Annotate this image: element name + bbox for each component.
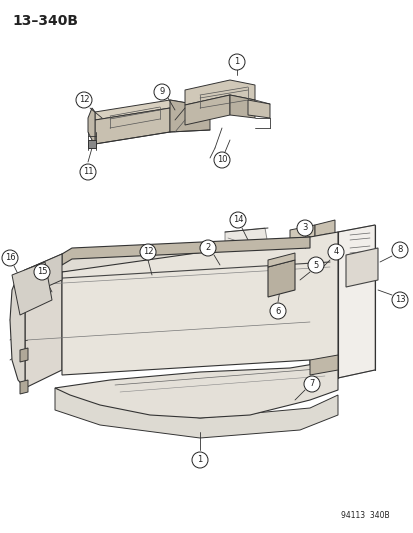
Circle shape	[296, 220, 312, 236]
Text: 13–340B: 13–340B	[12, 14, 78, 28]
Text: 9: 9	[159, 87, 164, 96]
Text: 2: 2	[205, 244, 210, 253]
Circle shape	[76, 92, 92, 108]
Polygon shape	[247, 100, 269, 118]
Circle shape	[2, 250, 18, 266]
Circle shape	[391, 242, 407, 258]
Circle shape	[34, 264, 50, 280]
Polygon shape	[25, 272, 62, 388]
Polygon shape	[345, 248, 377, 287]
Polygon shape	[55, 388, 337, 438]
Polygon shape	[224, 228, 267, 305]
Text: 12: 12	[142, 247, 153, 256]
Polygon shape	[185, 80, 254, 105]
Circle shape	[307, 257, 323, 273]
Text: 16: 16	[5, 254, 15, 262]
Polygon shape	[337, 225, 374, 378]
Polygon shape	[88, 140, 96, 148]
Polygon shape	[10, 270, 25, 388]
Circle shape	[230, 212, 245, 228]
Polygon shape	[267, 253, 294, 267]
Text: 5: 5	[313, 261, 318, 270]
Polygon shape	[55, 360, 337, 418]
Text: 3: 3	[301, 223, 307, 232]
Circle shape	[214, 152, 230, 168]
Polygon shape	[170, 100, 209, 132]
Text: 7: 7	[309, 379, 314, 389]
Polygon shape	[230, 95, 254, 118]
Polygon shape	[62, 232, 337, 382]
Polygon shape	[12, 262, 52, 315]
Circle shape	[303, 376, 319, 392]
Text: 11: 11	[83, 167, 93, 176]
Text: 4: 4	[332, 247, 338, 256]
Text: 1: 1	[234, 58, 239, 67]
Polygon shape	[20, 380, 28, 394]
Polygon shape	[62, 237, 309, 265]
Polygon shape	[185, 95, 230, 125]
Circle shape	[192, 452, 207, 468]
Polygon shape	[309, 355, 337, 375]
Polygon shape	[267, 260, 294, 297]
Polygon shape	[95, 100, 209, 120]
Text: 1: 1	[197, 456, 202, 464]
Circle shape	[228, 54, 244, 70]
Circle shape	[391, 292, 407, 308]
Circle shape	[327, 244, 343, 260]
Circle shape	[140, 244, 156, 260]
Polygon shape	[289, 225, 314, 296]
Polygon shape	[95, 108, 170, 144]
Text: 6: 6	[275, 306, 280, 316]
Circle shape	[154, 84, 170, 100]
Polygon shape	[25, 254, 62, 295]
Polygon shape	[25, 237, 337, 290]
Text: 14: 14	[232, 215, 243, 224]
Circle shape	[80, 164, 96, 180]
Text: 12: 12	[78, 95, 89, 104]
Circle shape	[199, 240, 216, 256]
Text: 8: 8	[396, 246, 402, 254]
Polygon shape	[20, 348, 28, 362]
Text: 15: 15	[37, 268, 47, 277]
Text: 13: 13	[394, 295, 404, 304]
Text: 10: 10	[216, 156, 227, 165]
Polygon shape	[314, 220, 334, 290]
Text: 94113  340B: 94113 340B	[341, 511, 389, 520]
Circle shape	[269, 303, 285, 319]
Polygon shape	[88, 108, 95, 144]
